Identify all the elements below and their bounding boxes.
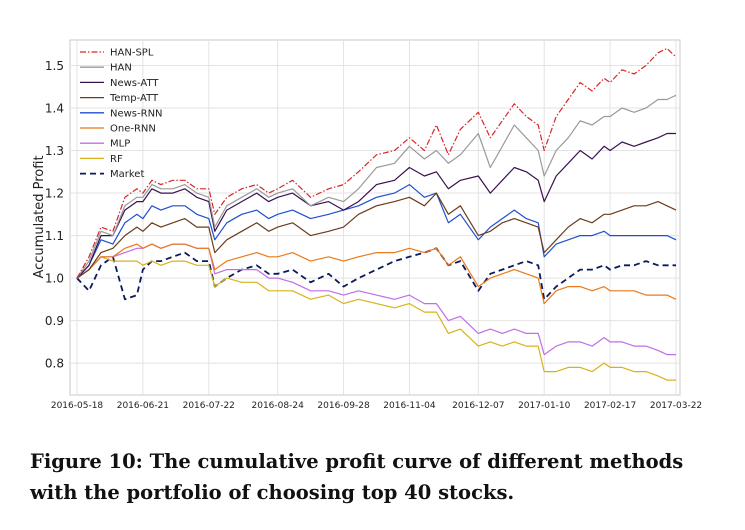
x-tick-label: 2016-11-04 bbox=[383, 401, 436, 411]
legend-label: Market bbox=[110, 169, 144, 180]
y-tick-label: 1.3 bbox=[45, 144, 64, 158]
legend: HAN-SPL HAN News-ATT Temp-ATT News-RNN One-RN… bbox=[80, 48, 163, 180]
series-line-news-rnn bbox=[76, 184, 677, 279]
x-ticks: 2016-05-18 2016-06-21 2016-07-22 2016-08-24… bbox=[51, 401, 702, 411]
legend-label: News-ATT bbox=[110, 78, 159, 89]
grid bbox=[70, 40, 680, 395]
series-line-one-rnn bbox=[76, 243, 677, 305]
x-tick-label: 2016-05-18 bbox=[51, 401, 104, 411]
series-line-han bbox=[76, 94, 677, 279]
series-line-market bbox=[76, 247, 676, 301]
plot-area bbox=[69, 39, 681, 396]
series-line-news-att bbox=[76, 132, 676, 279]
legend-label: HAN-SPL bbox=[110, 48, 154, 59]
y-tick-label: 0.9 bbox=[45, 314, 64, 328]
x-tick-label: 2017-03-22 bbox=[650, 401, 702, 411]
y-tick-label: 0.8 bbox=[45, 357, 64, 371]
y-tick-label: 1.2 bbox=[45, 187, 64, 201]
legend-label: Temp-ATT bbox=[109, 93, 159, 104]
series-lines bbox=[76, 47, 677, 381]
legend-label: HAN bbox=[110, 63, 132, 74]
y-axis-label: Accumulated Profit bbox=[32, 155, 47, 278]
legend-label: RF bbox=[110, 154, 123, 165]
x-tick-label: 2016-12-07 bbox=[452, 401, 504, 411]
x-tick-label: 2016-06-21 bbox=[117, 401, 169, 411]
x-tick-label: 2017-02-17 bbox=[584, 401, 636, 411]
x-tick-label: 2017-01-10 bbox=[518, 401, 571, 411]
x-tick-label: 2016-09-28 bbox=[317, 401, 370, 411]
y-tick-label: 1.5 bbox=[45, 59, 64, 73]
series-line-rf bbox=[76, 256, 676, 381]
y-tick-label: 1.4 bbox=[45, 102, 64, 116]
y-ticks: 0.8 0.9 1.0 1.1 1.2 1.3 1.4 1.5 bbox=[45, 59, 64, 371]
legend-label: News-RNN bbox=[110, 108, 163, 119]
series-line-temp-att bbox=[76, 192, 677, 279]
y-tick-label: 1.0 bbox=[45, 272, 64, 286]
x-tick-label: 2016-07-22 bbox=[183, 401, 235, 411]
figure-caption: Figure 10: The cumulative profit curve o… bbox=[30, 450, 684, 504]
x-tick-label: 2016-08-24 bbox=[252, 401, 305, 411]
legend-label: MLP bbox=[110, 139, 130, 150]
legend-label: One-RNN bbox=[110, 124, 156, 135]
series-line-han-spl bbox=[76, 47, 677, 279]
y-tick-label: 1.1 bbox=[45, 229, 64, 243]
